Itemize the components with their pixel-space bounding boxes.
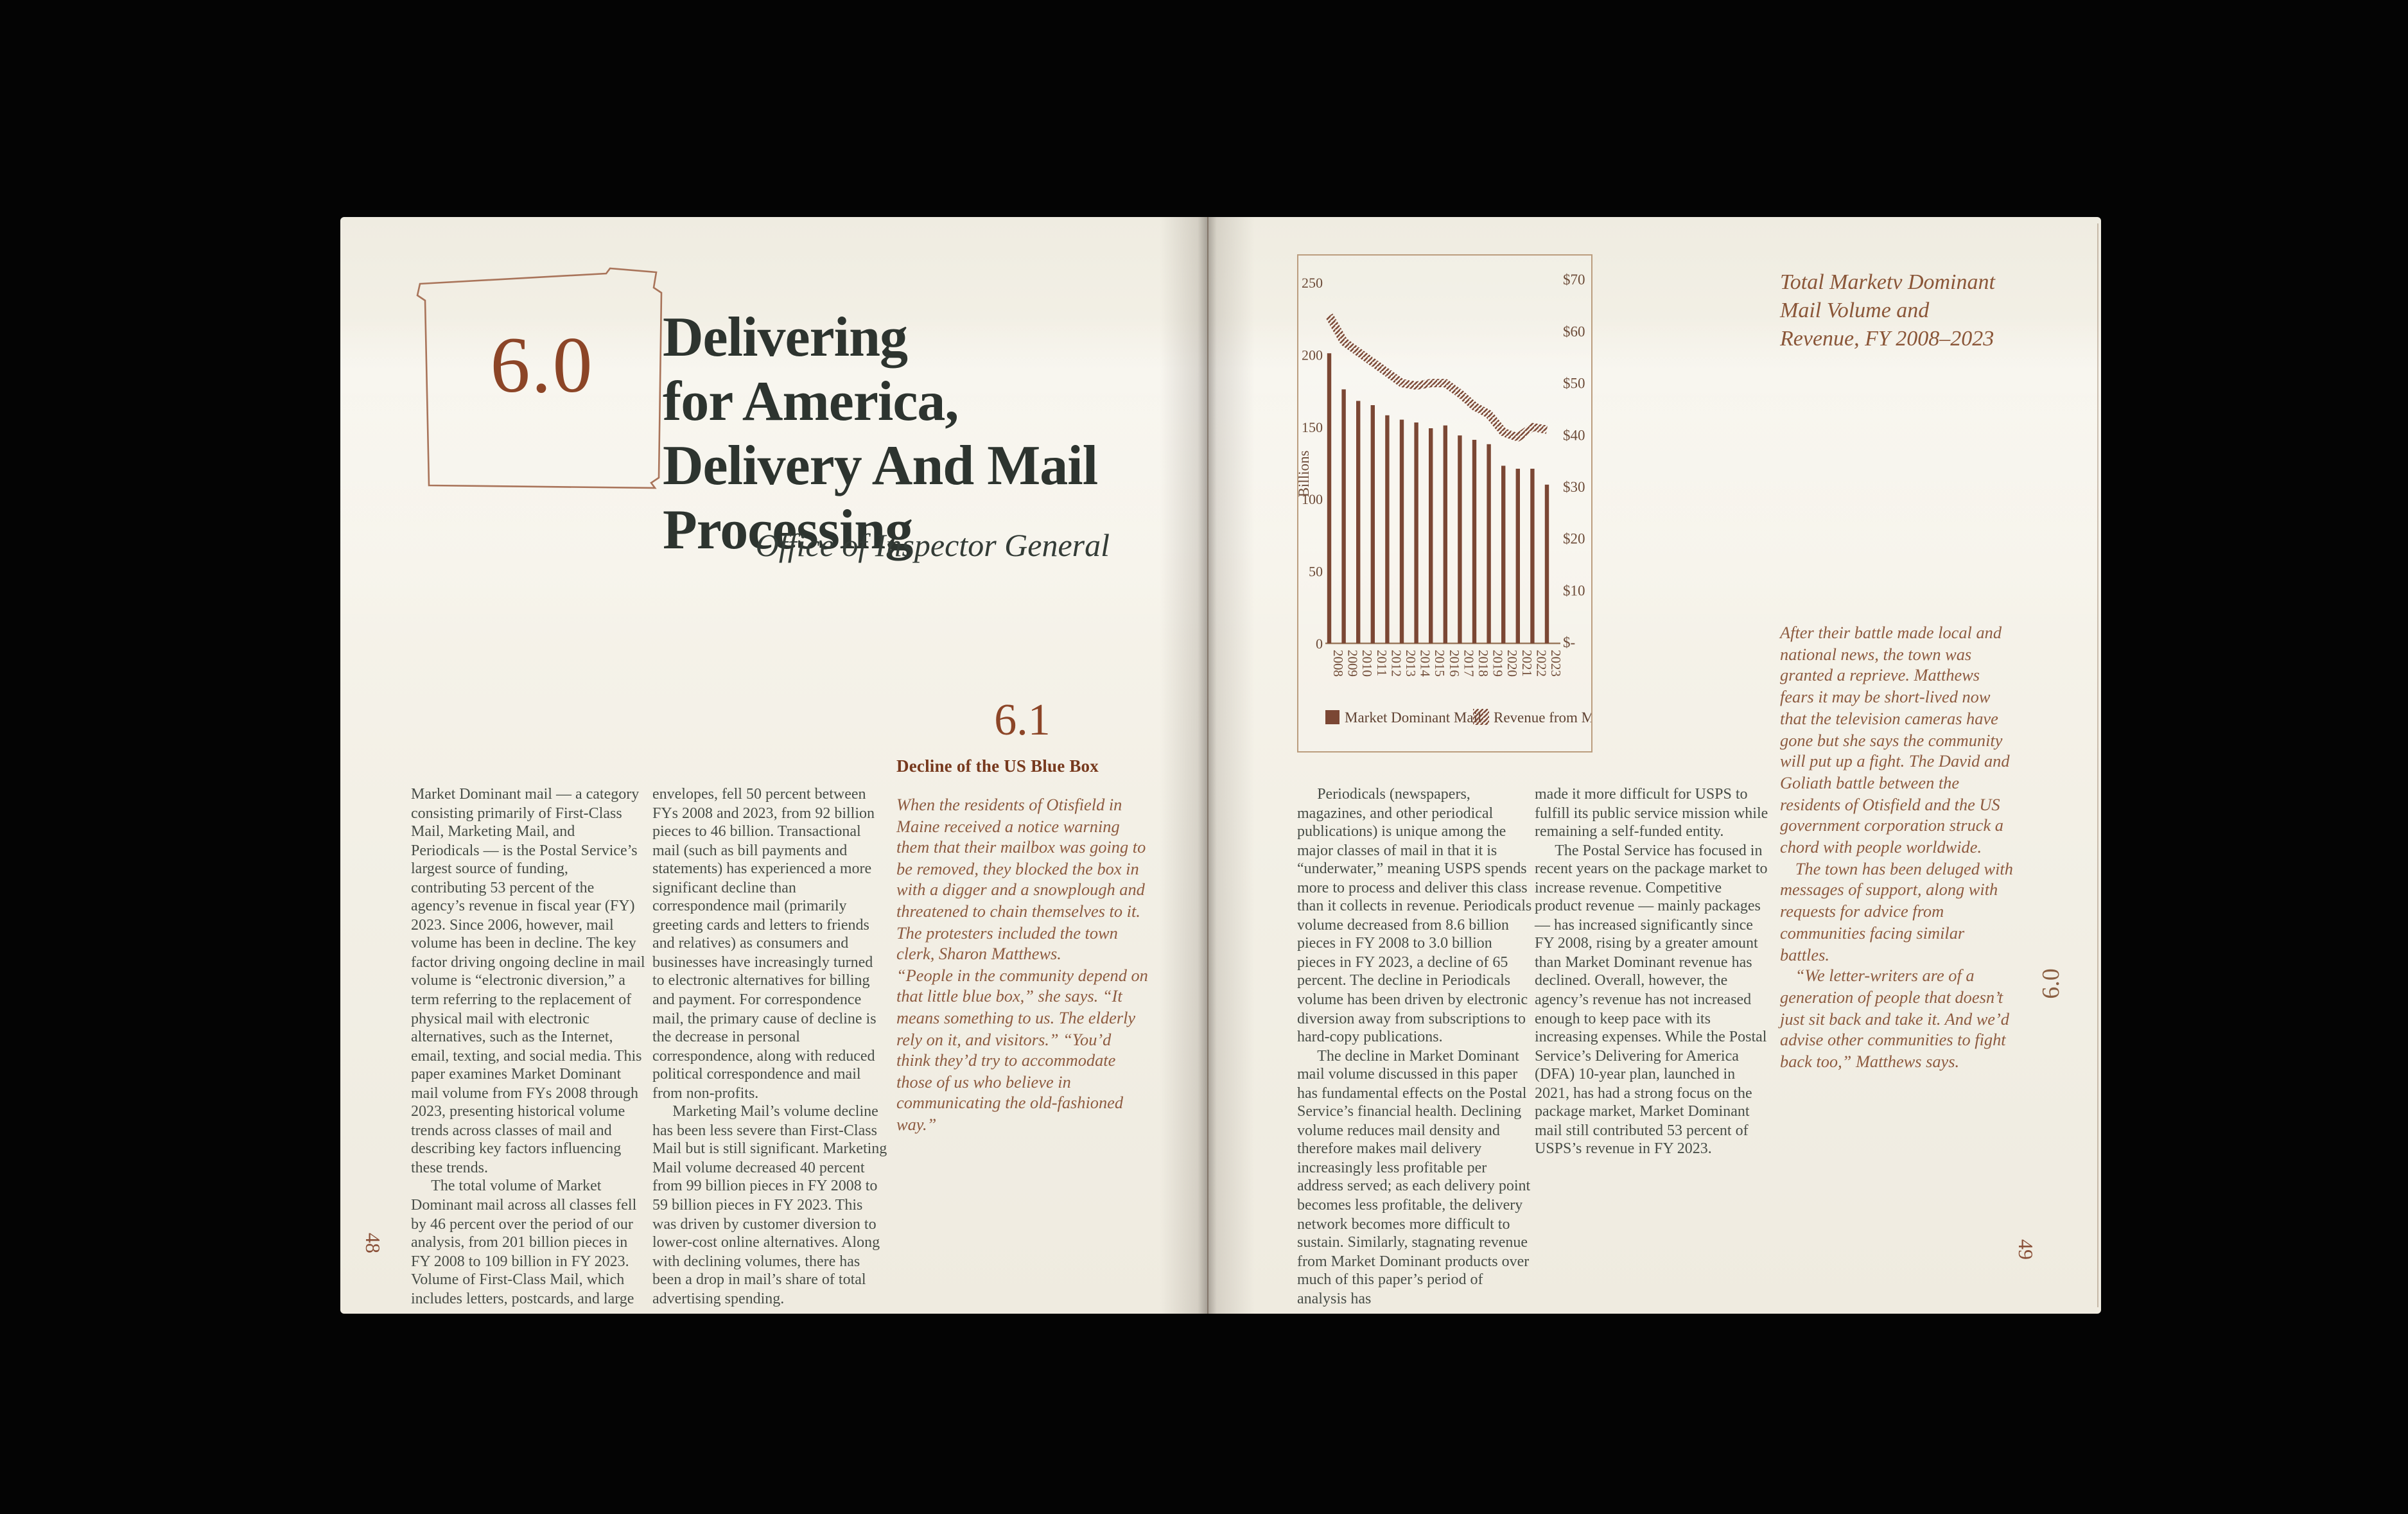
chapter-number: 6.0 [490,322,594,410]
chart-legend: Market Dominant Mail Revenue from Mail [1325,709,1591,726]
legend-label-market-dominant-mail: Market Dominant Mail [1345,709,1481,726]
chapter-number-box: 6.0 [416,265,668,493]
page-number-right: 49 [2014,1239,2036,1260]
svg-text:100: 100 [1302,491,1323,507]
svg-text:2015: 2015 [1432,650,1447,677]
svg-text:250: 250 [1302,275,1323,291]
svg-text:2010: 2010 [1359,650,1375,677]
svg-text:200: 200 [1302,347,1323,363]
legend-swatch-market-dominant-mail [1325,710,1339,724]
paragraph: envelopes, fell 50 percent between FYs 2… [652,785,877,1102]
page-number-left: 48 [361,1233,383,1253]
svg-text:150: 150 [1302,419,1323,435]
chart-caption-title: Total Marketv Dominant Mail Volume and R… [1780,270,1995,351]
left-axis-ticks: 0 50 100 150 200 250 [1302,275,1323,652]
svg-text:50: 50 [1309,564,1323,580]
section-heading: Decline of the US Blue Box [896,756,1099,776]
x-axis-year-labels: 2008200920102011201220132014201520162017… [1331,650,1564,677]
left-column-2: envelopes, fell 50 percent between FYs 2… [652,785,887,1308]
paragraph: Periodicals (newspapers, magazines, and … [1297,785,1532,1046]
paragraph: The total volume of Market Dominant mail… [411,1176,637,1307]
svg-text:2011: 2011 [1374,650,1390,676]
left-page: 6.0 Delivering for America, Delivery And M… [340,217,1207,1314]
right-column-2: made it more difficult for USPS to fulfi… [1535,785,1770,1158]
svg-text:2019: 2019 [1490,650,1506,677]
left-column-1: Market Dominant mail — a category consis… [411,785,646,1308]
svg-text:$40: $40 [1563,427,1585,443]
paragraph: “People in the community depend on that … [896,965,1148,1134]
section-6-1: 6.1 Decline of the US Blue Box When the … [896,695,1148,1136]
svg-text:$30: $30 [1563,479,1585,495]
svg-text:2020: 2020 [1505,650,1520,677]
section-body: When the residents of Otisfield in Maine… [896,795,1148,1136]
svg-text:$10: $10 [1563,582,1585,598]
svg-text:2016: 2016 [1447,650,1462,677]
bars-market-dominant-mail [1327,353,1549,643]
chart-caption-title-block: Total Marketv Dominant Mail Volume and R… [1780,268,2014,353]
svg-text:2022: 2022 [1533,650,1549,677]
svg-text:$50: $50 [1563,376,1585,392]
svg-text:2012: 2012 [1388,650,1404,677]
left-axis-label: Billions [1298,451,1312,498]
paragraph: made it more difficult for USPS to fulfi… [1535,785,1768,840]
right-axis-ticks: $- $10 $20 $30 $40 $50 $60 $70 [1563,272,1585,650]
paragraph: “We letter-writers are of a generation o… [1780,966,2009,1072]
svg-text:2008: 2008 [1331,650,1346,677]
svg-text:2023: 2023 [1548,650,1564,677]
svg-text:$-: $- [1563,634,1575,650]
paragraph: Marketing Mail’s volume decline has been… [652,1102,887,1307]
right-page: 0 50 100 150 200 250 Billions $- $10 $20 $30 $40 $50… [1207,217,2101,1314]
paragraph: The town has been deluged with messages … [1780,858,2013,964]
svg-text:$20: $20 [1563,531,1585,547]
svg-text:2021: 2021 [1519,650,1535,677]
legend-label-revenue-from-mail: Revenue from Mail [1494,709,1591,726]
svg-text:2009: 2009 [1345,650,1361,677]
chart-caption-body: After their battle made local and nation… [1780,623,2016,1074]
svg-text:2017: 2017 [1461,650,1476,677]
paragraph: After their battle made local and nation… [1780,623,2010,857]
paragraph: The Postal Service has focused in recent… [1535,840,1768,1158]
svg-text:2014: 2014 [1418,650,1433,677]
chart-svg: 0 50 100 150 200 250 Billions $- $10 $20 $30 $40 $50… [1298,272,1591,726]
paragraph: When the residents of Otisfield in Maine… [896,795,1146,964]
chart: 0 50 100 150 200 250 Billions $- $10 $20 $30 $40 $50… [1297,254,1592,753]
svg-text:2018: 2018 [1476,650,1491,677]
section-number: 6.1 [994,695,1051,745]
legend-swatch-revenue-from-mail [1473,709,1489,725]
chapter-edge-label: 6.0 [2037,968,2065,999]
right-column-1: Periodicals (newspapers, magazines, and … [1297,785,1532,1308]
svg-text:2013: 2013 [1403,650,1418,677]
mailbox-outline-icon [416,267,663,489]
svg-text:$70: $70 [1563,272,1585,288]
svg-text:$60: $60 [1563,324,1585,340]
page-title: Delivering for America, Delivery And Mail P… [663,306,1098,562]
page-subtitle: Office of Inspector General [755,529,1110,564]
paragraph: The decline in Market Dominant mail volu… [1297,1046,1531,1307]
revenue-line [1325,313,1548,442]
svg-text:0: 0 [1316,636,1323,652]
paragraph: Market Dominant mail — a category consis… [411,785,645,1176]
